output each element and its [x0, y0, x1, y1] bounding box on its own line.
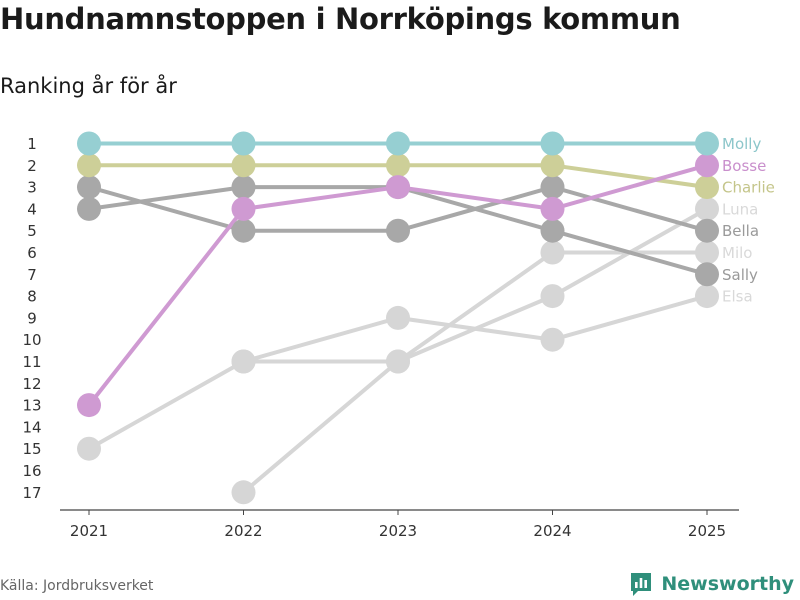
point-sally-2025	[695, 262, 719, 287]
point-bosse-2024	[540, 196, 565, 221]
point-luna-2023	[386, 349, 410, 374]
y-tick-label: 11	[22, 353, 41, 371]
series-labels: Elsa Milo Luna Sally Bella Charlie Bosse Molly	[722, 135, 775, 306]
point-molly-2021	[77, 131, 101, 156]
x-tick-label: 2022	[224, 522, 262, 540]
point-molly-2023	[386, 131, 410, 156]
series-markers	[77, 131, 719, 505]
x-tick-label: 2024	[533, 522, 571, 540]
y-tick-label: 6	[27, 244, 37, 262]
point-bella-2025	[695, 218, 719, 243]
point-charlie-2023	[386, 153, 410, 178]
chart-axes: 2021 2022 2023 2024 202512345678910111213141…	[22, 135, 739, 540]
y-tick-label: 8	[27, 288, 37, 306]
point-bosse-2022	[231, 196, 256, 221]
newsworthy-logo-icon	[631, 573, 652, 596]
y-tick-label: 9	[27, 309, 37, 327]
point-elsa-2024	[540, 327, 565, 352]
y-tick-label: 13	[22, 397, 41, 415]
y-tick-label: 15	[22, 440, 41, 458]
point-bosse-2021	[77, 393, 101, 418]
y-tick-label: 17	[22, 484, 41, 502]
x-tick-label: 2025	[688, 522, 726, 540]
series-label-elsa: Elsa	[722, 288, 753, 306]
series-label-bella: Bella	[722, 222, 759, 240]
y-tick-label: 2	[27, 157, 37, 175]
point-bosse-2023	[386, 175, 410, 200]
point-milo-2022	[231, 480, 256, 505]
brand-name: Newsworthy	[661, 573, 794, 595]
y-tick-label: 7	[27, 266, 37, 284]
series-label-bosse: Bosse	[722, 157, 766, 175]
point-elsa-2025	[695, 284, 719, 309]
y-tick-label: 3	[27, 179, 37, 197]
chart-title: Hundnamnstoppen i Norrköpings kommun	[0, 2, 681, 36]
y-tick-label: 14	[22, 418, 41, 436]
point-charlie-2024	[540, 153, 565, 178]
point-luna-2021	[77, 436, 101, 461]
point-bosse-2025	[695, 153, 719, 178]
x-tick-label: 2023	[379, 522, 417, 540]
series-line-milo	[241, 250, 709, 495]
point-charlie-2022	[231, 153, 256, 178]
point-molly-2022	[231, 131, 256, 156]
brand-logo: Newsworthy	[629, 571, 794, 597]
point-bella-2021	[77, 175, 101, 200]
point-charlie-2025	[695, 175, 719, 200]
y-tick-label: 1	[27, 135, 37, 153]
y-tick-label: 4	[27, 200, 37, 218]
point-luna-2022	[231, 349, 256, 374]
point-sally-2024	[540, 218, 565, 243]
point-luna-2024	[540, 284, 565, 309]
point-bella-2022	[231, 218, 256, 243]
series-label-milo: Milo	[722, 244, 752, 262]
point-sally-2022	[231, 175, 256, 200]
point-molly-2024	[540, 131, 565, 156]
point-milo-2025	[695, 240, 719, 265]
y-tick-label: 10	[22, 331, 41, 349]
series-label-molly: Molly	[722, 135, 761, 153]
point-luna-2025	[695, 196, 719, 221]
series-label-luna: Luna	[722, 200, 758, 218]
point-charlie-2021	[77, 153, 101, 178]
point-elsa-2023	[386, 305, 410, 330]
y-tick-label: 12	[22, 375, 41, 393]
series-label-charlie: Charlie	[722, 179, 775, 197]
point-sally-2021	[77, 196, 101, 221]
source-note: Källa: Jordbruksverket	[0, 578, 154, 594]
y-tick-label: 5	[27, 222, 37, 240]
series-label-sally: Sally	[722, 266, 758, 284]
point-bella-2024	[540, 175, 565, 200]
point-bella-2023	[386, 218, 410, 243]
point-milo-2024	[540, 240, 565, 265]
y-tick-label: 16	[22, 462, 41, 480]
chart-subtitle: Ranking år för år	[0, 74, 177, 98]
point-molly-2025	[695, 131, 719, 156]
x-tick-label: 2021	[70, 522, 108, 540]
